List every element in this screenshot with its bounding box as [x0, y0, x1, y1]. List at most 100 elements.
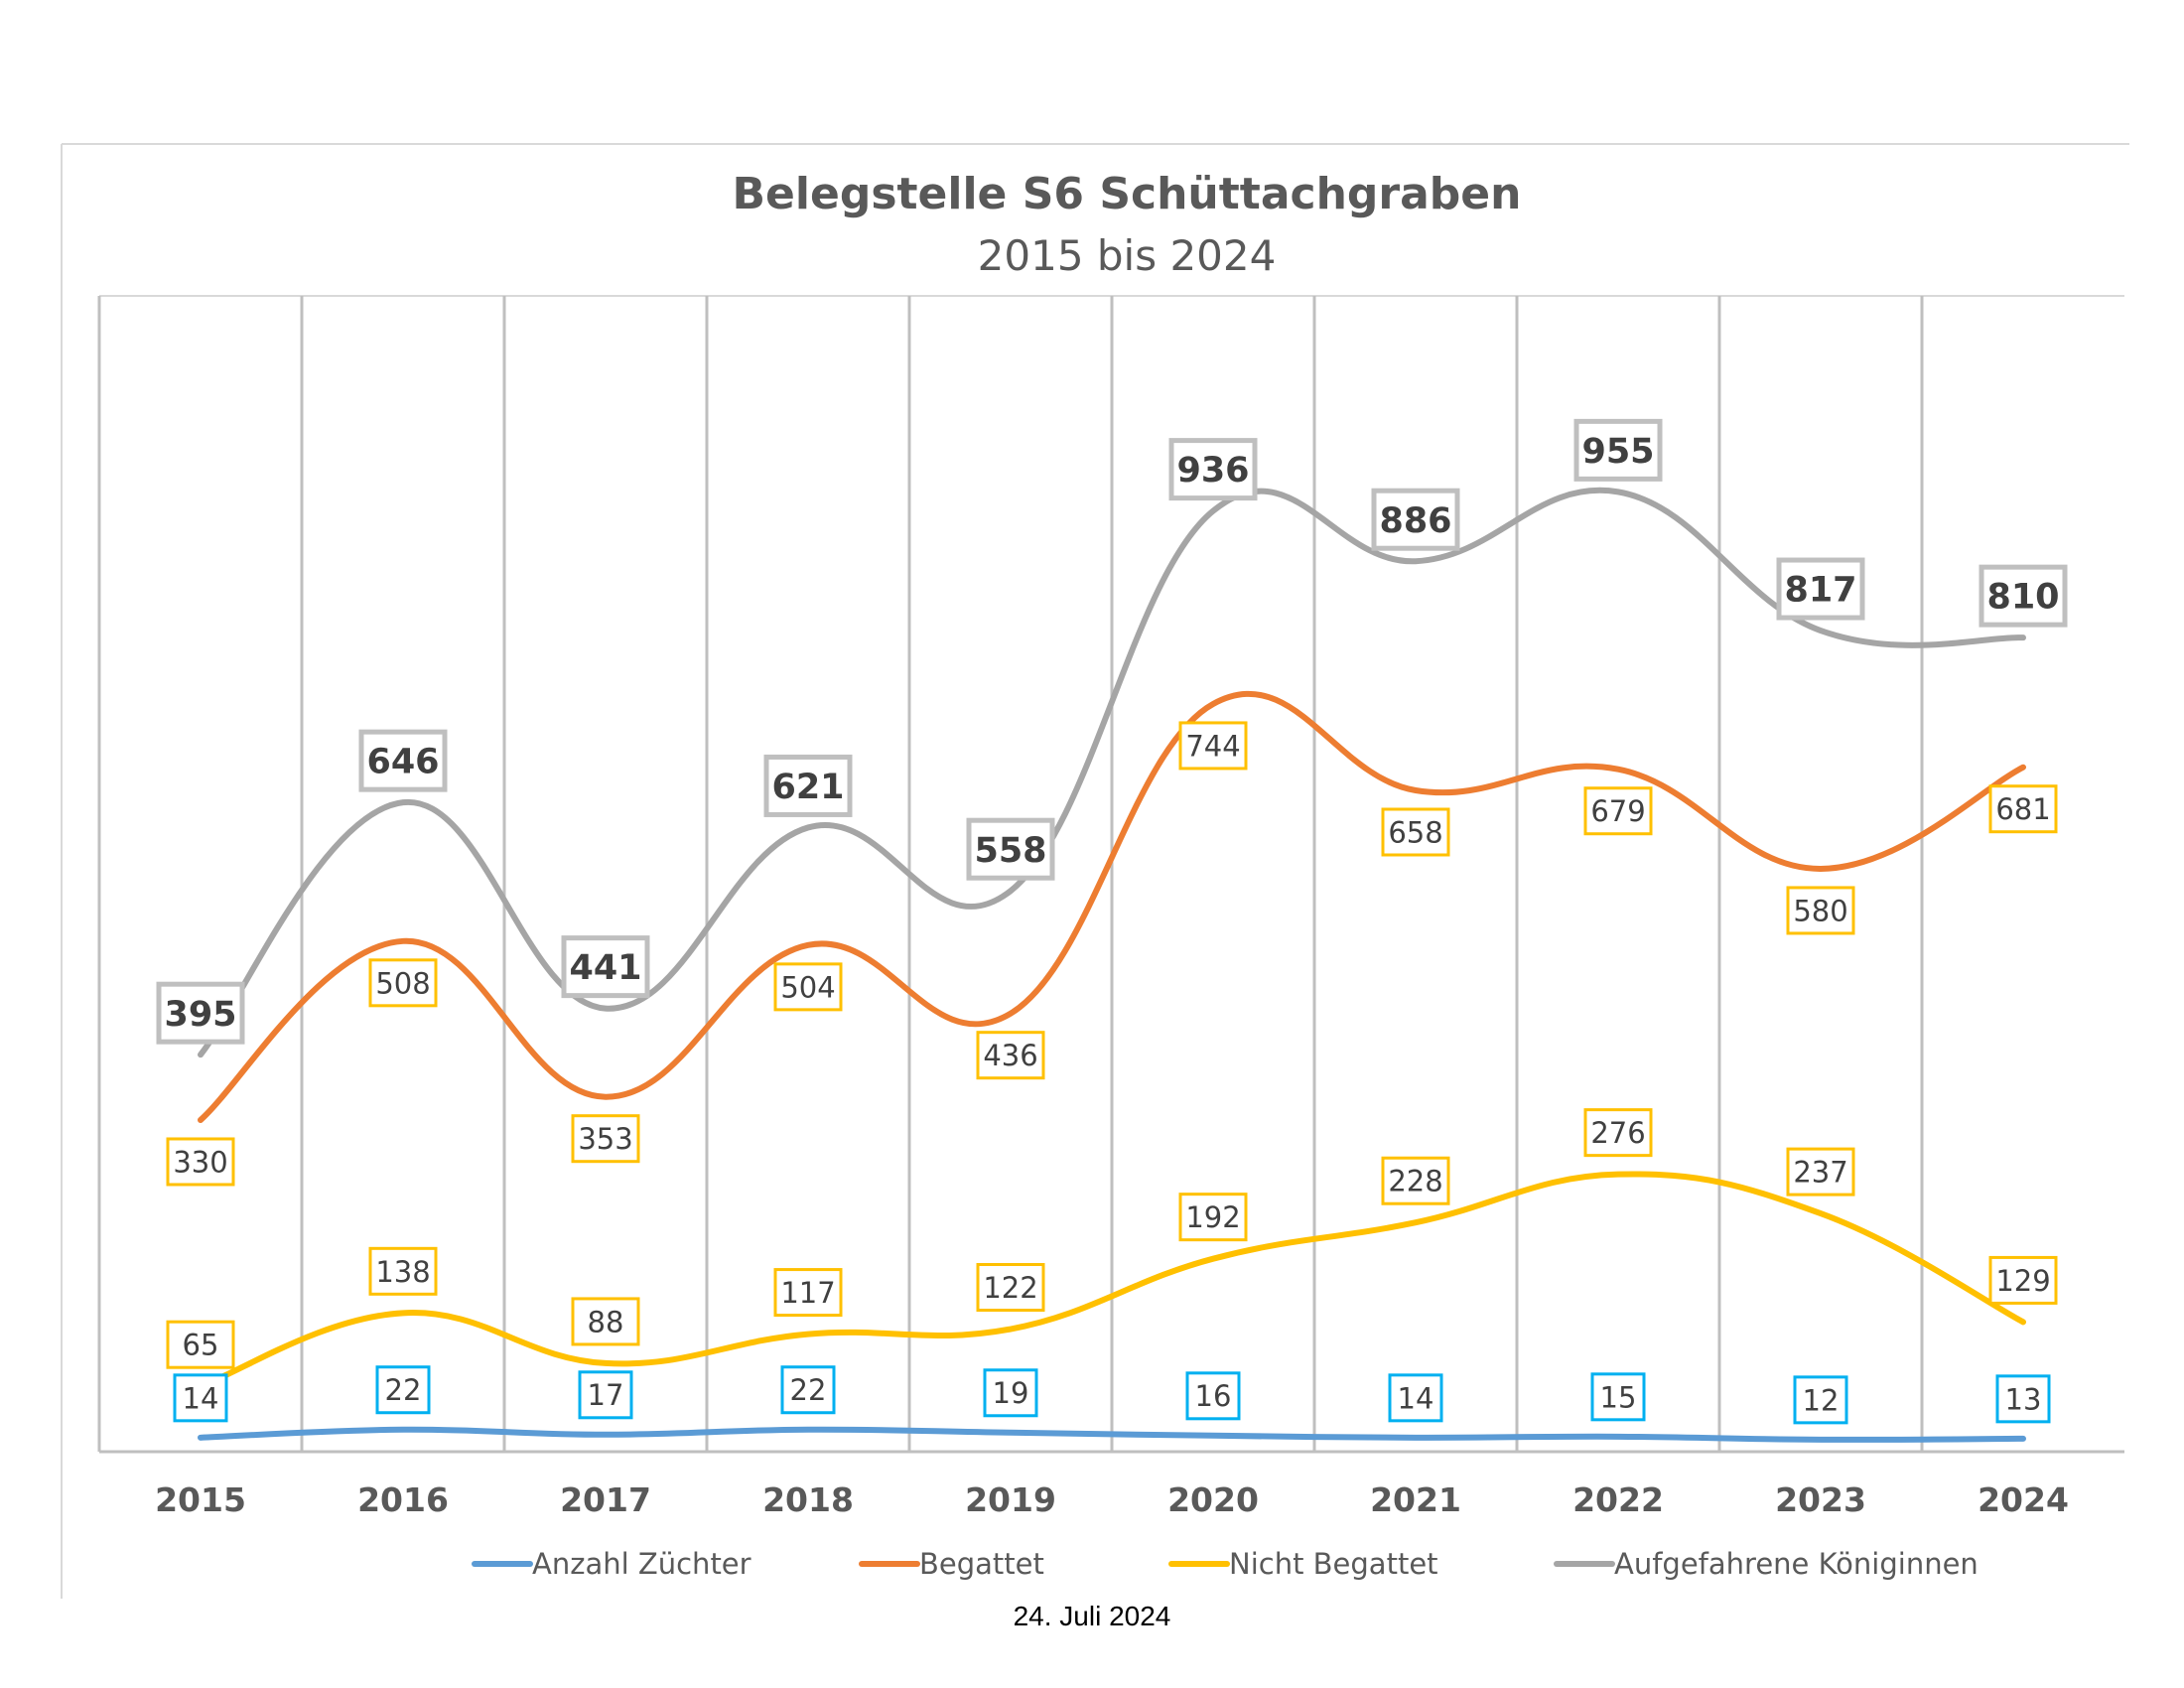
data-label-box — [561, 935, 650, 999]
data-label-text: 19 — [993, 1376, 1029, 1410]
data-label-text: 228 — [1388, 1165, 1442, 1198]
data-label-text: 12 — [1803, 1383, 1840, 1417]
legend-label: Begattet — [919, 1547, 1044, 1581]
legend: Anzahl Züchter Begattet Nicht Begattet Aufg… — [472, 1547, 1979, 1581]
data-label-text: 17 — [588, 1378, 624, 1412]
data-label-text: 936 — [1176, 451, 1249, 491]
data-label: 508 — [368, 958, 438, 1008]
legend-label: Anzahl Züchter — [532, 1547, 751, 1581]
data-label-text: 679 — [1590, 794, 1645, 828]
legend-item: Anzahl Züchter — [472, 1547, 751, 1581]
x-tick-label: 2019 — [965, 1480, 1056, 1519]
data-label-text: 330 — [173, 1145, 227, 1179]
data-label: 17 — [578, 1370, 633, 1420]
data-label-box — [1988, 1255, 2058, 1305]
data-label-text: 276 — [1590, 1116, 1645, 1150]
data-label-text: 353 — [578, 1122, 632, 1156]
x-tick-label: 2020 — [1167, 1480, 1259, 1519]
data-label-text: 621 — [771, 768, 844, 807]
data-label: 129 — [1988, 1255, 2058, 1305]
x-tick-label: 2023 — [1775, 1480, 1866, 1519]
data-label-text: 810 — [1986, 578, 2059, 618]
data-label: 15 — [1590, 1372, 1646, 1422]
data-label-box — [780, 1365, 836, 1415]
data-label-box — [1178, 721, 1248, 771]
data-label: 936 — [1168, 438, 1258, 501]
x-axis-tick-labels: 2015 2016 2017 2018 2019 2020 2021 2022 2023 2024 — [155, 1480, 2069, 1519]
data-label-box — [1573, 418, 1663, 482]
data-label-box — [1979, 564, 2068, 628]
data-label-text: 441 — [569, 948, 641, 988]
series-line — [198, 690, 2026, 1123]
legend-item: Aufgefahrene Königinnen — [1554, 1547, 1979, 1581]
data-label-text: 955 — [1581, 432, 1654, 472]
data-label: 14 — [1388, 1373, 1443, 1423]
data-label-text: 14 — [1398, 1381, 1434, 1415]
data-label: 19 — [983, 1368, 1038, 1418]
data-label-box — [773, 1268, 843, 1318]
data-label: 13 — [1995, 1374, 2051, 1424]
data-label: 886 — [1371, 488, 1460, 551]
x-tick-label: 2017 — [560, 1480, 651, 1519]
data-label-text: 508 — [375, 966, 430, 1000]
data-label: 504 — [773, 962, 843, 1012]
data-label: 22 — [375, 1365, 431, 1415]
data-label: 580 — [1786, 886, 1855, 935]
data-label: 88 — [571, 1297, 640, 1346]
data-label-text: 122 — [983, 1271, 1037, 1305]
data-label-text: 117 — [780, 1276, 835, 1310]
data-label-box — [1583, 1108, 1653, 1158]
data-label-box — [763, 754, 853, 817]
data-label-box — [173, 1373, 228, 1423]
data-label-text: 436 — [983, 1039, 1037, 1072]
data-label: 353 — [571, 1114, 640, 1164]
data-label-text: 580 — [1793, 894, 1847, 927]
data-label-text: 65 — [183, 1329, 219, 1362]
data-label-box — [1786, 886, 1855, 935]
data-label-box — [1381, 807, 1450, 857]
data-label-text: 16 — [1195, 1379, 1232, 1413]
x-tick-label: 2022 — [1572, 1480, 1664, 1519]
data-label-box — [976, 1263, 1045, 1313]
chart-subtitle: 2015 bis 2024 — [978, 231, 1277, 280]
data-label-text: 886 — [1379, 501, 1451, 541]
data-label-text: 681 — [1995, 792, 2050, 826]
data-label: 955 — [1573, 418, 1663, 482]
data-label-box — [375, 1365, 431, 1415]
data-label: 138 — [368, 1246, 438, 1296]
data-label-box — [166, 1137, 235, 1187]
data-label: 16 — [1185, 1371, 1241, 1421]
data-label-text: 138 — [375, 1255, 430, 1289]
data-label: 276 — [1583, 1108, 1653, 1158]
data-label-text: 237 — [1793, 1156, 1847, 1190]
data-label-box — [166, 1320, 235, 1369]
data-label-box — [1185, 1371, 1241, 1421]
data-label: 330 — [166, 1137, 235, 1187]
data-label-text: 14 — [183, 1381, 219, 1415]
legend-item: Nicht Begattet — [1168, 1547, 1438, 1581]
data-label: 436 — [976, 1031, 1045, 1080]
data-label: 810 — [1979, 564, 2068, 628]
legend-label: Aufgefahrene Königinnen — [1614, 1547, 1979, 1581]
data-label: 395 — [156, 981, 245, 1045]
data-label-text: 192 — [1185, 1200, 1240, 1234]
data-label: 12 — [1793, 1375, 1848, 1425]
legend-item: Begattet — [859, 1547, 1044, 1581]
data-label: 744 — [1178, 721, 1248, 771]
data-label-box — [368, 1246, 438, 1296]
data-label-box — [1995, 1374, 2051, 1424]
x-tick-label: 2024 — [1978, 1480, 2069, 1519]
data-label-text: 395 — [164, 995, 236, 1035]
data-label: 237 — [1786, 1147, 1855, 1196]
data-label-box — [976, 1031, 1045, 1080]
data-label-box — [1988, 784, 2058, 834]
data-label-text: 22 — [790, 1373, 827, 1407]
data-label: 817 — [1776, 557, 1865, 621]
data-label: 646 — [358, 729, 448, 792]
data-label: 228 — [1381, 1156, 1450, 1205]
data-label: 681 — [1988, 784, 2058, 834]
data-label-text: 88 — [588, 1305, 624, 1338]
x-tick-label: 2015 — [155, 1480, 246, 1519]
data-label-text: 744 — [1185, 729, 1240, 763]
